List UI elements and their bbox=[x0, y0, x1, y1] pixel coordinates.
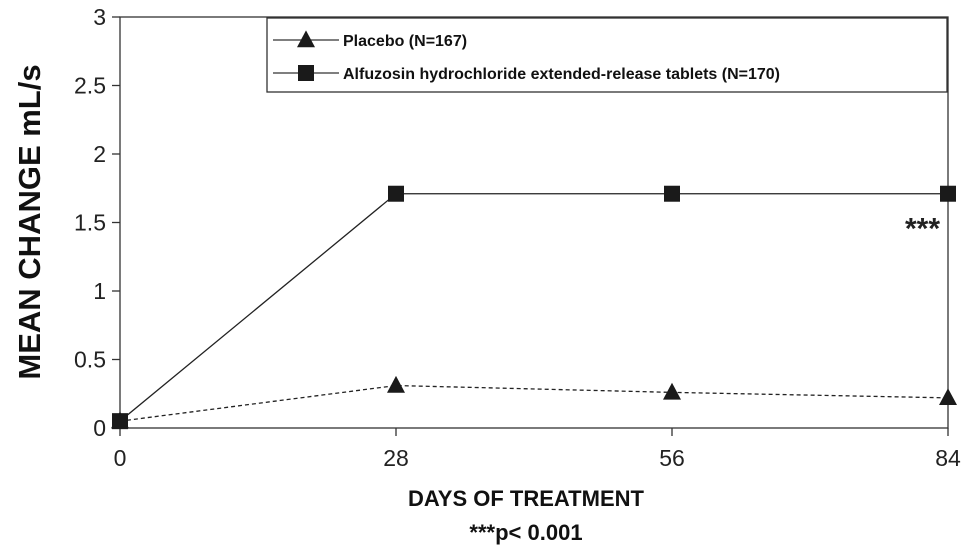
series-layer bbox=[111, 185, 957, 430]
x-tick-label: 0 bbox=[114, 445, 127, 471]
legend-square-marker bbox=[298, 65, 314, 81]
y-tick-label: 2 bbox=[93, 141, 106, 167]
square-point bbox=[664, 185, 680, 202]
triangle-point bbox=[939, 388, 957, 406]
square-point bbox=[940, 185, 956, 202]
legend: Placebo (N=167) Alfuzosin hydrochloride e… bbox=[266, 17, 948, 93]
y-tick-label: 3 bbox=[93, 4, 106, 30]
axes: 0 0.5 1 1.5 2 2.5 3 0 28 56 84 bbox=[74, 4, 961, 471]
significance-footnote: ***p< 0.001 bbox=[469, 520, 582, 545]
x-tick-label: 56 bbox=[659, 445, 685, 471]
legend-label: Placebo (N=167) bbox=[343, 33, 467, 50]
x-tick-label: 84 bbox=[935, 445, 961, 471]
series-line bbox=[119, 193, 948, 422]
series-line bbox=[119, 384, 949, 422]
legend-triangle-marker bbox=[297, 30, 315, 48]
square-point bbox=[112, 413, 128, 430]
y-tick-label: 2.5 bbox=[74, 73, 106, 99]
x-tick-label: 28 bbox=[383, 445, 409, 471]
y-tick-label: 1 bbox=[93, 278, 106, 304]
y-tick-label: 0 bbox=[93, 415, 106, 441]
legend-label: Alfuzosin hydrochloride extended-release… bbox=[343, 66, 780, 83]
y-tick-label: 1.5 bbox=[74, 210, 106, 236]
square-point bbox=[388, 185, 404, 202]
y-axis-title: MEAN CHANGE mL/s bbox=[12, 64, 47, 379]
x-axis-title: DAYS OF TREATMENT bbox=[408, 486, 644, 511]
y-tick-label: 0.5 bbox=[74, 347, 106, 373]
annotations: *** bbox=[905, 213, 940, 246]
legend-box bbox=[266, 17, 948, 93]
significance-marker: *** bbox=[905, 213, 940, 246]
triangle-point bbox=[663, 382, 681, 400]
series-alfuzosin bbox=[112, 185, 956, 430]
series-placebo bbox=[111, 375, 957, 429]
triangle-point bbox=[387, 375, 405, 393]
